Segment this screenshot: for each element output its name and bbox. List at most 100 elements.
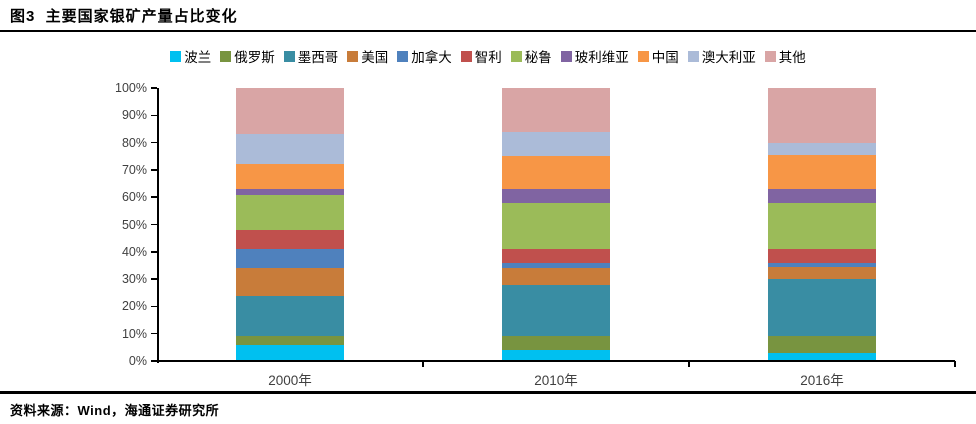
legend-swatch-icon [687,50,699,62]
legend-item-0: 波兰 [170,46,211,66]
x-axis-line [157,360,955,363]
bar-segment-中国 [502,156,610,190]
bar-segment-墨西哥 [768,279,876,337]
legend-swatch-icon [764,50,776,62]
legend-swatch-icon [347,50,359,62]
bar-segment-俄罗斯 [502,336,610,351]
bar-segment-秘鲁 [502,202,610,250]
bar-segment-美国 [502,268,610,285]
bar-segment-墨西哥 [502,284,610,337]
y-axis-tick-mark [151,223,157,226]
y-axis-tick-mark [151,87,157,89]
bar-segment-智利 [768,249,876,263]
legend-swatch-icon [283,50,295,62]
legend-swatch-icon [460,50,472,62]
bar-segment-玻利维亚 [236,189,344,195]
y-axis-tick-mark [151,114,157,117]
legend-item-5: 智利 [460,46,502,66]
y-axis-tick-mark [151,360,157,362]
source-note: 资料来源：Wind，海通证券研究所 [10,403,220,418]
bar-2000年 [236,88,344,361]
y-axis-tick-label: 80% [121,135,147,150]
legend-item-1: 俄罗斯 [220,46,275,66]
legend-label: 俄罗斯 [234,50,275,65]
y-axis-tick-label: 100% [115,81,147,95]
top-divider [0,30,976,32]
x-axis-category-label: 2000年 [268,373,312,388]
bar-segment-俄罗斯 [768,336,876,353]
bar-segment-其他 [768,88,876,143]
legend-swatch-icon [560,50,572,62]
bar-segment-玻利维亚 [768,189,876,203]
y-axis-tick-label: 30% [121,272,147,287]
legend-item-4: 加拿大 [397,46,452,66]
bar-segment-美国 [768,266,876,280]
x-axis-tick-mark [954,361,956,367]
y-axis-tick-label: 70% [121,162,147,177]
legend-label: 其他 [778,50,806,65]
y-axis-tick-label: 10% [121,326,147,341]
y-axis-tick-label: 40% [121,244,147,259]
bar-segment-玻利维亚 [502,189,610,203]
y-axis-tick-mark [151,278,157,280]
legend-item-9: 澳大利亚 [687,46,756,66]
x-axis-tick-mark [688,361,690,367]
bar-segment-波兰 [768,352,876,361]
y-axis-tick-label: 50% [121,217,147,232]
legend-item-10: 其他 [764,46,806,66]
bar-2010年 [502,88,610,361]
figure-title: 图3 主要国家银矿产量占比变化 [10,8,238,25]
y-axis-tick-label: 90% [121,108,147,123]
y-axis-tick-mark [151,196,157,198]
x-axis-category-label: 2010年 [534,373,578,388]
y-axis-tick-mark [151,141,157,144]
x-axis-category-label: 2016年 [800,373,844,388]
legend-item-7: 玻利维亚 [560,46,629,66]
y-axis-tick-mark [151,169,157,171]
legend-item-8: 中国 [637,46,679,66]
legend-swatch-icon [220,50,232,62]
bar-segment-中国 [236,164,344,190]
y-axis-tick-label: 20% [121,299,147,314]
bar-segment-其他 [236,88,344,135]
bar-segment-加拿大 [502,262,610,269]
y-axis-line [157,88,159,363]
y-axis-tick-mark [151,332,157,335]
bar-segment-墨西哥 [236,295,344,337]
bar-segment-中国 [768,154,876,190]
legend-swatch-icon [397,50,409,62]
bar-segment-加拿大 [768,262,876,267]
bar-segment-秘鲁 [768,202,876,250]
legend-swatch-icon [170,50,182,62]
y-axis-tick-label: 0% [128,354,147,368]
legend-item-3: 美国 [347,46,388,66]
bar-segment-智利 [502,249,610,263]
legend-label: 墨西哥 [297,50,339,65]
bar-segment-美国 [236,268,344,296]
bar-segment-俄罗斯 [236,336,344,345]
bar-segment-加拿大 [236,249,344,269]
bar-segment-澳大利亚 [236,134,344,165]
legend-swatch-icon [637,50,649,62]
bar-segment-波兰 [502,350,610,361]
bottom-divider [0,391,976,394]
bar-segment-波兰 [236,344,344,361]
bar-2016年 [768,88,876,361]
bar-segment-智利 [236,229,344,250]
y-axis-tick-mark [151,251,157,253]
y-axis-tick-label: 60% [121,190,147,205]
legend-label: 加拿大 [411,50,452,65]
legend-swatch-icon [510,50,522,62]
legend-label: 秘鲁 [524,50,552,65]
legend-label: 美国 [361,50,389,65]
x-axis-tick-mark [422,361,424,367]
bar-segment-澳大利亚 [768,142,876,155]
legend-item-2: 墨西哥 [283,46,339,66]
y-axis-tick-mark [151,305,157,308]
bar-segment-澳大利亚 [502,131,610,157]
legend-label: 波兰 [184,50,212,65]
legend-label: 智利 [474,50,502,65]
chart-legend: 波兰 俄罗斯 墨西哥 美国 加拿大 智利 秘鲁 玻利维亚 中国 澳大利亚 其他 [0,46,976,66]
